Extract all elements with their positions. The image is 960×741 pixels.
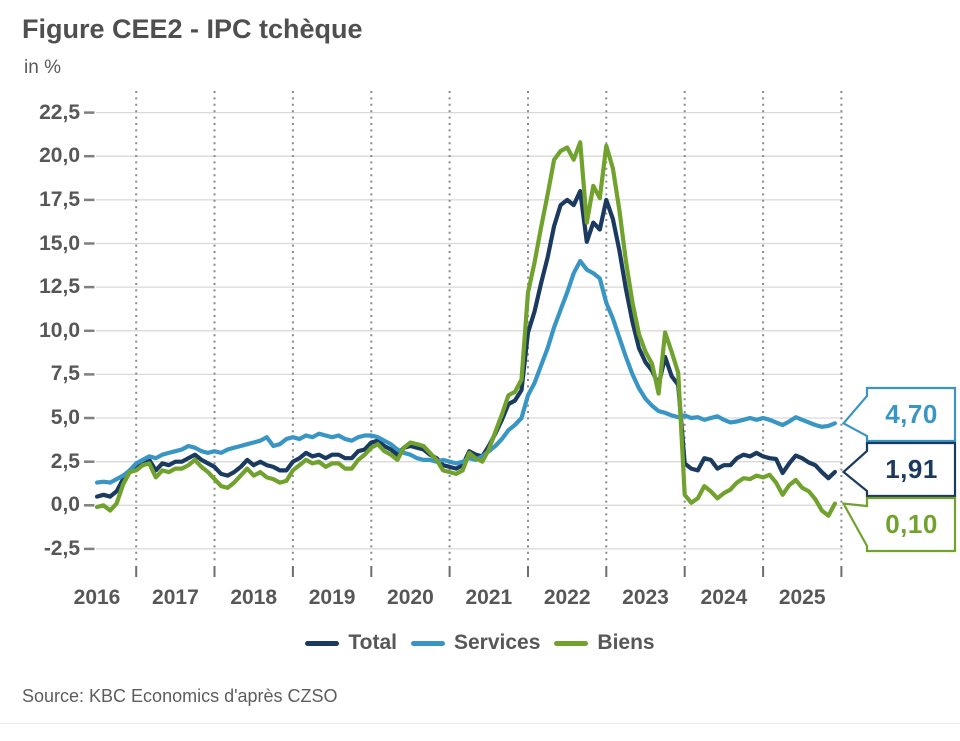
services-line-swatch-icon xyxy=(411,640,445,646)
bottom-divider xyxy=(0,723,960,724)
y-axis-label: 2,5 xyxy=(50,449,80,473)
y-axis-label: 22,5 xyxy=(39,100,80,124)
legend-label-services: Services xyxy=(454,631,541,654)
x-axis-label: 2020 xyxy=(387,586,434,609)
x-axis-label: 2018 xyxy=(230,586,278,609)
y-axis-label: 0,0 xyxy=(50,493,80,517)
y-axis-label: 20,0 xyxy=(39,144,80,168)
biens-line-swatch-icon xyxy=(554,640,589,646)
source-caption: Source: KBC Economics d'après CZSO xyxy=(22,686,338,706)
x-axis-label: 2017 xyxy=(152,586,199,609)
x-axis-label: 2021 xyxy=(465,586,513,609)
legend-item-biens: Biens xyxy=(554,631,655,655)
x-axis-label: 2025 xyxy=(778,586,826,609)
legend-label-biens: Biens xyxy=(597,631,655,654)
legend-label-total: Total xyxy=(348,631,397,654)
y-axis-label: 7,5 xyxy=(50,362,80,386)
y-axis-unit-label: in % xyxy=(24,57,61,78)
x-axis-label: 2023 xyxy=(622,586,669,609)
legend-item-total: Total xyxy=(305,631,397,655)
callout-value-biens: 0,10 xyxy=(885,509,938,539)
chart-legend: Total Services Biens xyxy=(0,631,960,655)
page-title: Figure CEE2 - IPC tchèque xyxy=(22,14,363,44)
y-axis-label: 5,0 xyxy=(50,406,80,430)
callout-value-services: 4,70 xyxy=(885,399,938,429)
total-line-swatch-icon xyxy=(305,640,340,646)
callout-value-total: 1,91 xyxy=(885,454,938,484)
y-axis-label: 17,5 xyxy=(39,187,80,211)
x-axis-label: 2024 xyxy=(700,586,748,609)
x-axis-label: 2022 xyxy=(543,586,591,609)
legend-item-services: Services xyxy=(411,631,540,655)
y-axis-label: 12,5 xyxy=(39,275,80,299)
y-axis-label: -2,5 xyxy=(43,536,80,560)
y-axis-label: 15,0 xyxy=(39,231,80,255)
y-axis-label: 10,0 xyxy=(39,318,80,342)
x-axis-label: 2016 xyxy=(73,586,121,609)
x-axis-label: 2019 xyxy=(308,586,356,609)
